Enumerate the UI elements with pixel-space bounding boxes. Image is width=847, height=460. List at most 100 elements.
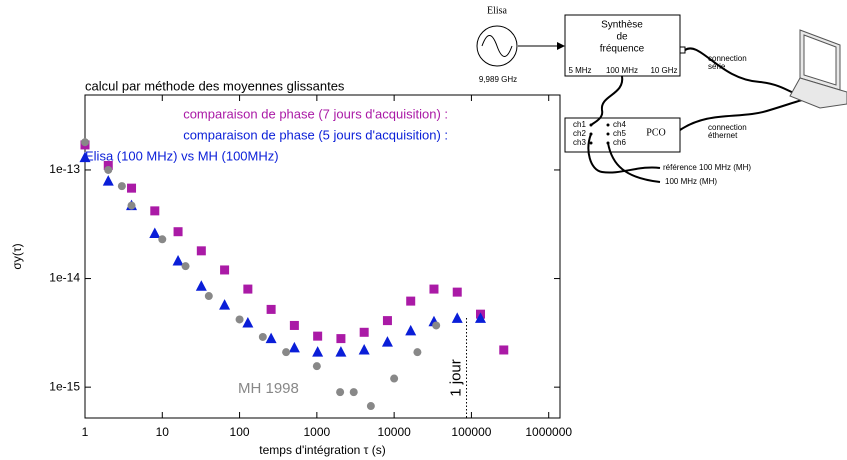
input-label: référence 100 MHz (MH)	[663, 163, 751, 172]
point	[282, 348, 291, 357]
point	[405, 324, 417, 336]
x-tick-label: 100	[230, 425, 250, 439]
pco-box	[564, 117, 681, 153]
sine-icon	[481, 35, 513, 57]
channel: ch1	[573, 120, 586, 129]
point	[452, 287, 462, 297]
point	[265, 332, 277, 344]
channel: ch2	[573, 129, 586, 138]
synth-output: 100 MHz	[606, 66, 638, 75]
synth-output: 10 GHz	[650, 66, 677, 75]
legend-entry: comparaison de phase (7 jours d'acquisit…	[183, 106, 448, 121]
source-label: Elisa	[487, 5, 508, 16]
synth-label: de	[616, 32, 628, 43]
point	[336, 388, 345, 397]
x-tick-label: 100000	[451, 425, 491, 439]
point	[289, 320, 299, 330]
point	[104, 165, 113, 174]
x-tick-label: 1	[82, 425, 89, 439]
point	[149, 227, 161, 238]
point	[313, 331, 323, 341]
y-tick-label: 1e-13	[49, 162, 80, 176]
point	[150, 206, 160, 216]
point	[336, 334, 346, 344]
point	[172, 255, 184, 266]
series-label: MH 1998	[238, 380, 299, 397]
point	[102, 175, 114, 186]
ethernet-label: connection	[708, 123, 747, 132]
point	[242, 316, 254, 328]
legend-entry: comparaison de phase (5 jours d'acquisit…	[183, 127, 448, 142]
point	[195, 280, 207, 291]
point	[288, 341, 300, 353]
port	[679, 46, 686, 54]
point	[499, 345, 509, 355]
ethernet-label: éthernet	[708, 131, 738, 140]
synth-box	[564, 14, 681, 77]
annotation: calcul par méthode des moyennes glissant…	[85, 78, 345, 93]
point	[79, 151, 91, 163]
synth-output: 5 MHz	[568, 66, 591, 75]
arrow-head	[557, 42, 565, 50]
x-tick-label: 1000	[304, 425, 331, 439]
serial-label: connection	[708, 54, 747, 63]
point	[158, 235, 167, 244]
point	[204, 292, 213, 301]
point	[81, 138, 89, 147]
point	[117, 182, 126, 191]
pco-label: PCO	[646, 127, 665, 138]
point	[196, 246, 206, 256]
point	[390, 374, 399, 383]
point	[349, 388, 358, 397]
channel: ch5	[613, 129, 626, 138]
point	[359, 327, 369, 337]
legend-extra: Elisa (100 MHz) vs MH (100MHz)	[85, 148, 279, 163]
serial-label: série	[708, 62, 726, 71]
channel: ch4	[613, 120, 626, 129]
day-marker-label: 1 jour	[447, 359, 464, 397]
point	[381, 336, 393, 347]
point	[127, 201, 136, 210]
y-axis-label: σy(τ)	[10, 243, 24, 269]
laptop	[789, 29, 847, 109]
synth-label: fréquence	[600, 44, 645, 55]
point	[475, 312, 487, 323]
x-tick-label: 10000	[377, 425, 411, 439]
point	[429, 284, 439, 294]
channel: ch6	[613, 138, 626, 147]
x-axis-label: temps d'intégration τ (s)	[259, 443, 385, 457]
point	[127, 183, 137, 193]
x-tick-label: 1000000	[525, 425, 572, 439]
point	[258, 332, 267, 341]
synth-label: Synthèse	[601, 20, 643, 31]
point	[243, 284, 253, 294]
x-tick-label: 10	[156, 425, 170, 439]
point	[413, 348, 422, 357]
point	[312, 346, 324, 357]
point	[312, 362, 321, 371]
plot-frame	[84, 94, 561, 419]
point	[358, 343, 370, 355]
point	[103, 160, 113, 170]
point	[173, 227, 183, 237]
point	[406, 296, 416, 306]
point	[382, 316, 392, 326]
setup-diagram: Elisa 9,989 GHz Synthèse de fréquence 5 …	[476, 5, 847, 186]
oscillator-icon	[476, 25, 518, 67]
cables	[587, 47, 811, 183]
point	[451, 312, 463, 323]
source-frequency: 9,989 GHz	[479, 75, 517, 84]
point	[366, 402, 375, 411]
y-tick-label: 1e-14	[49, 271, 80, 285]
point	[219, 299, 231, 310]
point	[235, 315, 244, 324]
input-label: 100 MHz (MH)	[665, 177, 717, 186]
channel: ch3	[573, 138, 586, 147]
point	[181, 262, 190, 271]
point	[266, 304, 276, 314]
point	[220, 265, 230, 275]
point	[335, 346, 347, 357]
y-tick-label: 1e-15	[49, 379, 80, 393]
point	[432, 321, 441, 330]
